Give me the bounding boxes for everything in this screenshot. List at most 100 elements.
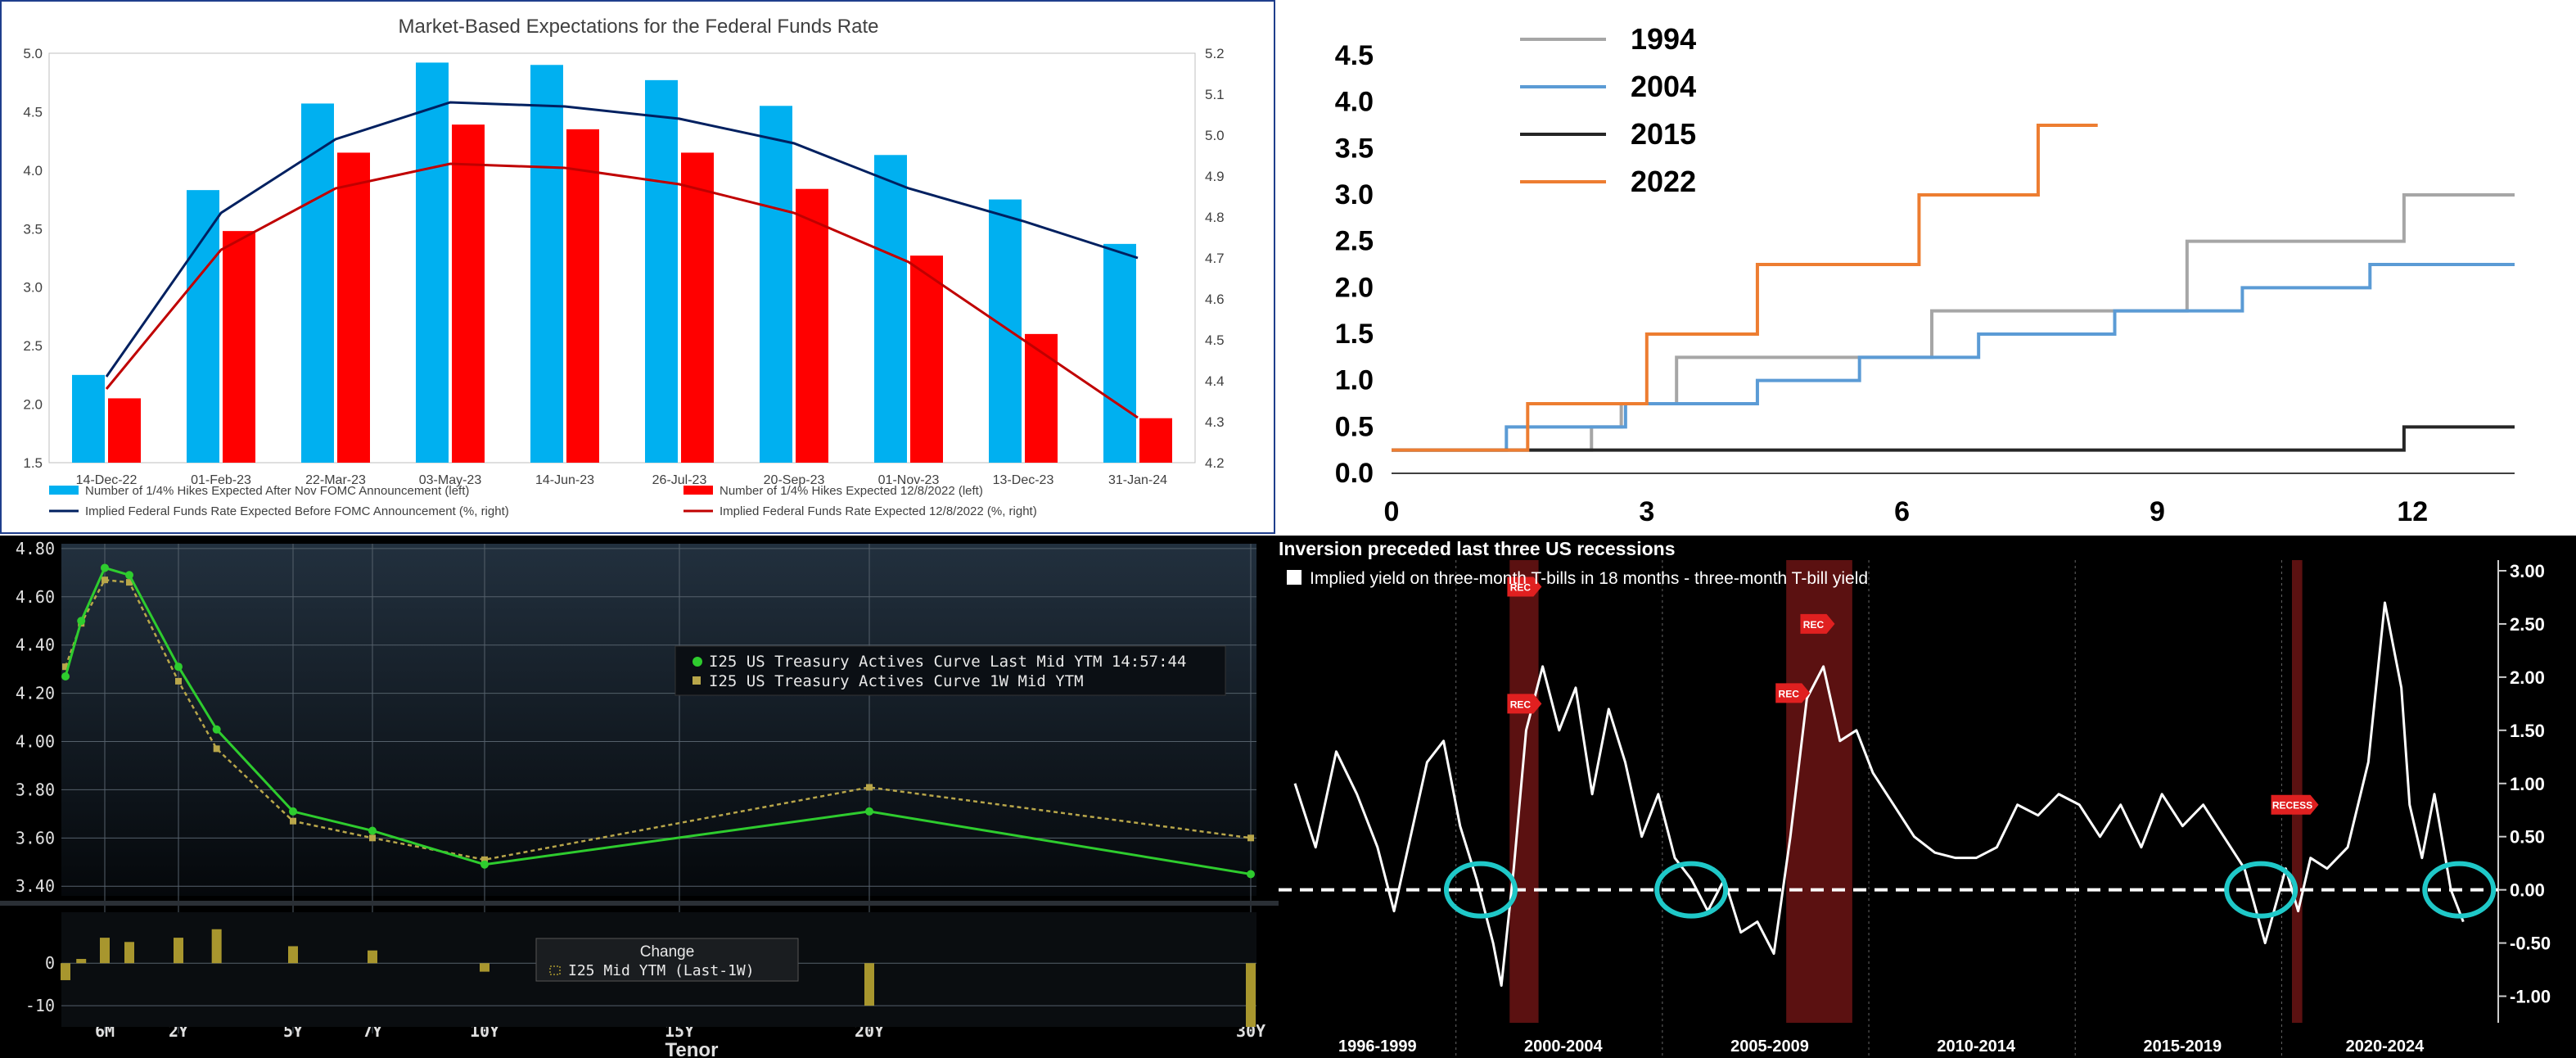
y-left-tick-label: 2.0 — [23, 397, 43, 413]
y-tick-label: 3.5 — [1335, 133, 1374, 164]
legend-swatch — [683, 486, 713, 495]
bar-hikes-12-8-2022 — [1025, 333, 1058, 463]
fed-funds-chart-panel: Market-Based Expectations for the Federa… — [0, 0, 1279, 536]
series-line-1w — [64, 578, 1252, 861]
recession-marker-label: REC — [1510, 581, 1532, 593]
y-tick-label: 0.50 — [2510, 827, 2545, 848]
legend-label: Implied Federal Funds Rate Expected 12/8… — [720, 504, 1037, 518]
background — [1279, 536, 2576, 1058]
change-legend-title: Change — [640, 943, 695, 961]
x-tick-label: 03-May-23 — [419, 473, 482, 487]
y-tick-label: 4.60 — [16, 587, 55, 607]
change-y-tick-label: -10 — [25, 996, 55, 1015]
change-bar — [211, 929, 222, 964]
bar-hikes-after-nov — [416, 62, 449, 463]
y-right-tick-label: 4.8 — [1205, 210, 1225, 225]
bar-hikes-after-nov — [1103, 243, 1136, 463]
bar-hikes-12-8-2022 — [681, 152, 714, 463]
x-tick-label: 0 — [1384, 496, 1400, 527]
legend-swatch — [692, 657, 702, 667]
y-right-tick-label: 5.1 — [1205, 87, 1225, 102]
y-tick-label: 1.50 — [2510, 721, 2545, 741]
legend-swatch — [49, 486, 79, 495]
recession-marker-label: RECESS — [2272, 800, 2312, 812]
bar-hikes-12-8-2022 — [223, 231, 255, 463]
bar-hikes-12-8-2022 — [566, 129, 599, 463]
change-bar — [480, 963, 489, 972]
recession-band — [2292, 560, 2303, 1023]
change-legend-label: I25 Mid YTM (Last-1W) — [568, 962, 755, 979]
legend-label: 2022 — [1631, 165, 1696, 198]
y-tick-label: 3.60 — [16, 828, 55, 848]
change-bar — [124, 942, 134, 964]
legend-label: 1994 — [1631, 22, 1696, 56]
y-tick-label: 3.0 — [1335, 179, 1374, 210]
legend-label: 2004 — [1631, 70, 1696, 103]
point-1w — [290, 817, 296, 825]
y-right-tick-label: 4.5 — [1205, 332, 1225, 348]
y-left-tick-label: 1.5 — [23, 455, 43, 471]
y-tick-label: 4.0 — [1335, 87, 1374, 118]
recession-marker — [1800, 613, 1835, 634]
x-tick-label: 01-Feb-23 — [191, 473, 251, 487]
legend-swatch — [692, 676, 701, 685]
bar-hikes-after-nov — [760, 106, 792, 463]
legend-label: Implied Federal Funds Rate Expected Befo… — [85, 504, 509, 518]
recession-marker — [1507, 576, 1542, 597]
y-tick-label: 3.80 — [16, 780, 55, 799]
legend-label: Number of 1/4% Hikes Expected 12/8/2022 … — [720, 484, 983, 498]
legend-box — [674, 645, 1226, 696]
y-tick-label: 2.5 — [1335, 226, 1374, 257]
period-label: 1996-1999 — [1338, 1038, 1417, 1056]
tbill-spread-chart: 3.00 2.50 2.00 1.50 1.00 0.50 0.00 -0.50 -1.00 RE… — [1279, 536, 2576, 1058]
chart-title: Inversion preceded last three US recessi… — [1279, 538, 1675, 559]
point-1w — [102, 576, 108, 584]
bar-hikes-after-nov — [989, 199, 1022, 463]
change-bar — [368, 950, 377, 964]
change-bar — [1246, 963, 1256, 1027]
point-last — [289, 807, 297, 816]
y-tick-label: 0.0 — [1335, 458, 1374, 489]
point-1w — [369, 834, 376, 842]
y-right-tick-label: 4.6 — [1205, 292, 1225, 307]
bar-hikes-12-8-2022 — [108, 398, 141, 463]
period-label: 2005-2009 — [1730, 1038, 1809, 1056]
period-label: 2015-2019 — [2144, 1038, 2222, 1056]
hiking-cycles-chart: 0.0 0.5 1.0 1.5 2.0 2.5 3.0 3.5 4.0 4.5 0 3 6 9 12 1994… — [1335, 22, 2515, 527]
change-legend-box — [535, 938, 799, 982]
point-1w — [1247, 834, 1254, 842]
inversion-circle — [1443, 861, 1518, 919]
x-tick-label: 20-Sep-23 — [764, 473, 825, 487]
y-tick-label: 1.5 — [1335, 319, 1374, 350]
period-label: 2020-2024 — [2346, 1038, 2425, 1056]
x-tick-label: 6 — [1894, 496, 1910, 527]
point-last — [368, 826, 377, 835]
bar-hikes-12-8-2022 — [452, 124, 485, 463]
point-1w — [866, 784, 873, 791]
recession-marker — [1775, 683, 1811, 703]
plot-area — [61, 544, 1256, 896]
y-tick-label: 0.00 — [2510, 880, 2545, 901]
y-right-tick-label: 4.9 — [1205, 169, 1225, 184]
bar-hikes-after-nov — [645, 79, 678, 463]
point-1w — [126, 579, 133, 586]
change-bar — [61, 963, 70, 980]
point-last — [61, 671, 70, 680]
change-bar — [174, 938, 183, 964]
hiking-cycles-chart-panel: 0.0 0.5 1.0 1.5 2.0 2.5 3.0 3.5 4.0 4.5 0 3 6 9 12 1994… — [1279, 0, 2576, 536]
chart-title: Market-Based Expectations for the Federa… — [399, 16, 879, 38]
x-tick-label: 13-Dec-23 — [993, 473, 1054, 487]
legend-label: I25 US Treasury Actives Curve Last Mid Y… — [709, 653, 1186, 671]
x-tick-label: 12 — [2397, 496, 2428, 527]
plot-area — [48, 52, 1196, 463]
y-tick-label: 1.00 — [2510, 774, 2545, 794]
y-right-tick-label: 4.7 — [1205, 251, 1225, 266]
recession-marker-label: REC — [1510, 699, 1532, 710]
point-1w — [213, 745, 220, 753]
series-line-spread — [1293, 601, 2465, 988]
point-1w — [175, 677, 182, 685]
bar-hikes-after-nov — [187, 190, 219, 463]
bar-hikes-after-nov — [874, 155, 907, 463]
y-tick-label: 4.80 — [16, 539, 55, 558]
